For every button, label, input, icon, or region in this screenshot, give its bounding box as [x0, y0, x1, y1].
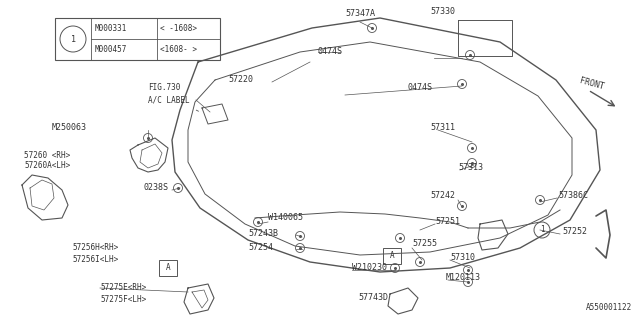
Text: 57220: 57220: [228, 76, 253, 84]
Text: 1: 1: [70, 35, 76, 44]
Text: A: A: [166, 263, 170, 273]
Text: <1608- >: <1608- >: [160, 45, 197, 54]
Text: 57310: 57310: [450, 253, 475, 262]
Bar: [159, 260, 177, 276]
Text: A: A: [390, 252, 394, 260]
Text: M000331: M000331: [95, 24, 127, 33]
Text: 57260 <RH>: 57260 <RH>: [24, 150, 70, 159]
Text: A/C LABEL: A/C LABEL: [148, 95, 189, 105]
Text: 0474S: 0474S: [318, 47, 343, 57]
Text: 57330: 57330: [430, 7, 455, 17]
Text: 57243B: 57243B: [248, 229, 278, 238]
Text: FIG.730: FIG.730: [148, 84, 180, 92]
Text: 57275F<LH>: 57275F<LH>: [100, 295, 147, 305]
Text: 57242: 57242: [430, 191, 455, 201]
Text: W140065: W140065: [268, 213, 303, 222]
Text: 57256H<RH>: 57256H<RH>: [72, 244, 118, 252]
Text: 57254: 57254: [248, 244, 273, 252]
Text: 57743D: 57743D: [358, 293, 388, 302]
Bar: [55, 18, 220, 60]
Text: 57256I<LH>: 57256I<LH>: [72, 255, 118, 265]
Text: W210230: W210230: [352, 263, 387, 273]
Text: 57260A<LH>: 57260A<LH>: [24, 162, 70, 171]
Text: 57275E<RH>: 57275E<RH>: [100, 284, 147, 292]
Text: M250063: M250063: [52, 124, 87, 132]
Text: 0474S: 0474S: [408, 84, 433, 92]
Text: 57255: 57255: [412, 239, 437, 249]
Text: 57313: 57313: [458, 164, 483, 172]
Text: < -1608>: < -1608>: [160, 24, 197, 33]
Text: 57386C: 57386C: [558, 191, 588, 201]
Text: 57347A: 57347A: [345, 10, 375, 19]
Text: 1: 1: [540, 226, 544, 235]
Bar: [383, 248, 401, 264]
Text: 0238S: 0238S: [144, 183, 169, 193]
Text: 57252: 57252: [562, 228, 587, 236]
Text: FRONT: FRONT: [578, 76, 604, 92]
Text: 57251: 57251: [435, 218, 460, 227]
Text: 57311: 57311: [430, 124, 455, 132]
Text: M000457: M000457: [95, 45, 127, 54]
Text: M120113: M120113: [446, 274, 481, 283]
Text: A550001122: A550001122: [586, 303, 632, 312]
